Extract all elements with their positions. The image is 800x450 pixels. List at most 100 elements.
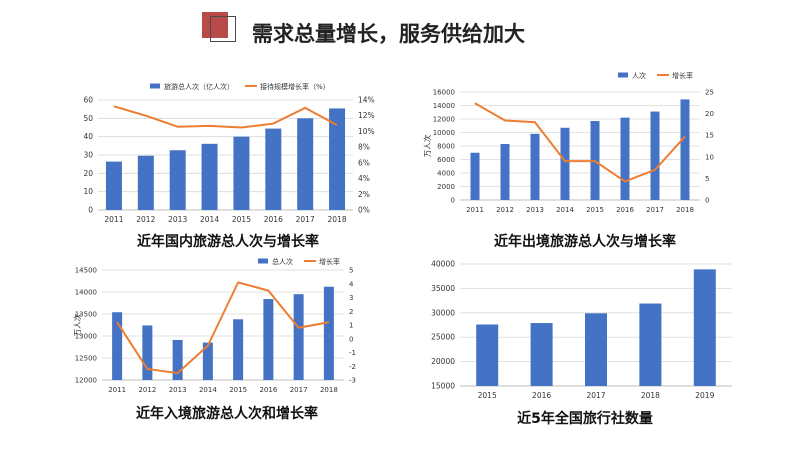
chart-outbound-tourism: 0 2000 4000 6000 8000 10000 12000 14000 16000 0 5 1…: [420, 70, 750, 230]
outbound-bar: [560, 127, 570, 200]
chart-travel-agencies: 15000 20000 25000 30000 35000 40000 2015 2016 20…: [420, 256, 750, 406]
inbound-bar: [112, 312, 123, 380]
outbound-ytick-left: 8000: [437, 143, 455, 151]
outbound-xtick: 2018: [676, 206, 694, 214]
outbound-xtick: 2012: [496, 206, 514, 214]
outbound-ytick-right: 10: [705, 153, 714, 161]
domestic-bar: [265, 128, 282, 210]
outbound-bar: [620, 117, 630, 200]
inbound-ytick-left: 14500: [75, 267, 97, 275]
domestic-xtick: 2016: [264, 215, 283, 224]
chart-inbound-tourism: 12000 12500 13000 13500 14000 14500 -3 -2 -1 0 1 2 3…: [62, 257, 392, 400]
domestic-ytick-left: 50: [83, 114, 93, 123]
outbound-growth-line: [474, 102, 686, 183]
outbound-ytick-right: 0: [705, 197, 709, 205]
inbound-xtick: 2018: [320, 386, 338, 394]
chart-travel-agencies-title: 近5年全国旅行社数量: [517, 411, 653, 427]
inbound-ytick-right: 0: [349, 335, 353, 343]
inbound-bar: [323, 286, 334, 380]
domestic-legend-bar-swatch: [150, 83, 160, 89]
domestic-ytick-right: 2%: [358, 190, 370, 199]
inbound-ytick-left: 14000: [75, 289, 97, 297]
agencies-xtick: 2019: [695, 391, 714, 400]
agencies-ytick-left: 30000: [431, 308, 455, 317]
outbound-ytick-left: 0: [451, 197, 455, 205]
inbound-ytick-right: -2: [349, 363, 356, 371]
agencies-bar: [476, 324, 499, 386]
domestic-ytick-left: 0: [88, 206, 93, 215]
inbound-ytick-right: 5: [349, 267, 353, 275]
domestic-xtick: 2018: [328, 215, 347, 224]
inbound-bar: [233, 319, 244, 380]
domestic-ytick-left: 60: [83, 96, 93, 105]
agencies-bar: [693, 269, 716, 386]
domestic-ytick-right: 8%: [358, 143, 370, 152]
outbound-ytick-right: 20: [705, 110, 714, 118]
domestic-legend-label: 接待规模增长率（%）: [260, 82, 330, 91]
inbound-ytick-left: 12000: [75, 377, 97, 385]
chart-domestic-tourism-svg: 0 10 20 30 40 50 60 0% 2% 4% 6% 8% 10% 12% 14% 2011 2012…: [83, 82, 375, 224]
domestic-xtick: 2017: [296, 215, 315, 224]
inbound-xtick: 2012: [138, 386, 156, 394]
domestic-bar: [169, 150, 186, 210]
inbound-xtick: 2014: [199, 386, 217, 394]
domestic-bar: [137, 155, 154, 210]
inbound-ytick-right: -1: [349, 349, 356, 357]
agencies-xtick: 2018: [641, 391, 660, 400]
inbound-bar: [293, 294, 304, 380]
domestic-growth-line: [113, 105, 338, 129]
chart-domestic-tourism-title: 近年国内旅游总人次与增长率: [137, 234, 319, 250]
outbound-bar: [650, 111, 660, 200]
outbound-ytick-left: 6000: [437, 156, 455, 164]
domestic-ytick-right: 14%: [358, 96, 375, 105]
outbound-bar: [680, 99, 690, 200]
outbound-xtick: 2016: [616, 206, 634, 214]
outbound-legend-bar-swatch: [618, 72, 628, 78]
domestic-xtick: 2011: [104, 215, 123, 224]
agencies-xtick: 2015: [478, 391, 497, 400]
inbound-xtick: 2011: [108, 386, 126, 394]
inbound-xtick: 2015: [229, 386, 247, 394]
domestic-xtick: 2012: [136, 215, 155, 224]
inbound-bar: [263, 299, 274, 380]
chart-inbound-tourism-title: 近年入境旅游总人次和增长率: [136, 406, 318, 422]
outbound-legend-label: 人次: [632, 71, 646, 80]
domestic-bar: [233, 136, 250, 210]
domestic-ytick-right: 4%: [358, 174, 370, 183]
domestic-xtick: 2014: [200, 215, 219, 224]
agencies-ytick-left: 35000: [431, 284, 455, 293]
domestic-legend-label: 旅游总人次（亿人次）: [164, 82, 234, 91]
domestic-ytick-right: 10%: [358, 127, 375, 136]
outbound-xtick: 2017: [646, 206, 664, 214]
outbound-ytick-left: 12000: [433, 116, 455, 124]
outbound-bar: [470, 152, 480, 200]
chart-outbound-tourism-title: 近年出境旅游总人次与增长率: [494, 234, 676, 250]
outbound-ytick-left: 4000: [437, 170, 455, 178]
inbound-growth-line: [116, 281, 330, 375]
inbound-ytick-left: 12500: [75, 355, 97, 363]
inbound-xtick: 2017: [290, 386, 308, 394]
outbound-xtick: 2014: [556, 206, 574, 214]
outbound-ytick-right: 25: [705, 89, 714, 97]
inbound-ytick-right: -3: [349, 377, 356, 385]
agencies-bar: [639, 303, 662, 386]
inbound-xtick: 2016: [259, 386, 277, 394]
domestic-bar: [201, 143, 218, 210]
inbound-ytick-right: 4: [349, 280, 354, 288]
outbound-xtick: 2013: [526, 206, 544, 214]
agencies-ytick-left: 40000: [431, 260, 455, 269]
agencies-bar: [530, 323, 553, 386]
domestic-xtick: 2015: [232, 215, 251, 224]
chart-outbound-tourism-svg: 0 2000 4000 6000 8000 10000 12000 14000 16000 0 5 1…: [422, 71, 714, 214]
inbound-bar: [202, 342, 213, 380]
domestic-ytick-left: 40: [83, 132, 93, 141]
outbound-bar: [500, 143, 510, 200]
domestic-xtick: 2013: [168, 215, 187, 224]
chart-inbound-tourism-svg: 12000 12500 13000 13500 14000 14500 -3 -2 -1 0 1 2 3…: [72, 257, 356, 394]
inbound-bar: [172, 339, 183, 380]
chart-travel-agencies-svg: 15000 20000 25000 30000 35000 40000 2015 2016 20…: [431, 260, 732, 400]
outbound-ytick-right: 15: [705, 132, 714, 140]
chart-domestic-tourism: 0 10 20 30 40 50 60 0% 2% 4% 6% 8% 10% 12% 14% 2011 2012…: [58, 78, 398, 248]
domestic-ytick-left: 30: [83, 151, 93, 160]
domestic-bar: [297, 118, 314, 210]
